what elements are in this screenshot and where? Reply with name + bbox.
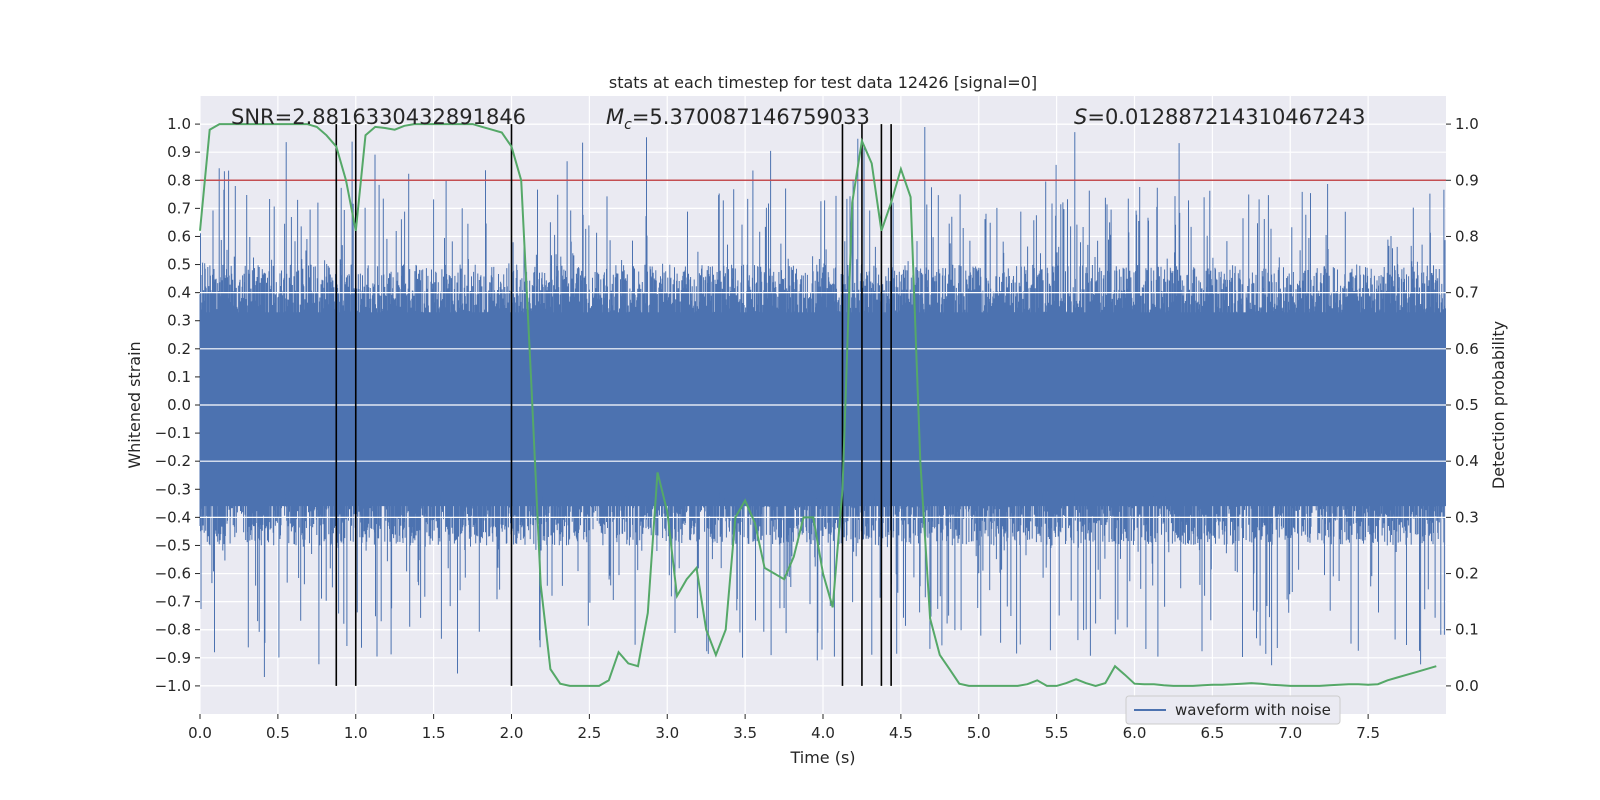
y-left-tick-label: 0.4 (167, 284, 191, 302)
y-right-axis-label: Detection probability (1489, 321, 1508, 489)
y-left-axis-label: Whitened strain (125, 341, 144, 468)
s-value: =0.012887214310467243 (1087, 105, 1365, 129)
y-right-tick-label: 0.0 (1455, 677, 1479, 695)
x-tick-label: 6.0 (1123, 724, 1147, 742)
x-tick-label: 5.5 (1045, 724, 1069, 742)
y-right-tick-label: 0.8 (1455, 227, 1479, 245)
mc-value: =5.370087146759033 (632, 105, 870, 129)
x-tick-label: 0.5 (266, 724, 290, 742)
y-left-tick-label: −0.5 (155, 536, 191, 554)
y-left-tick-label: −0.3 (155, 480, 191, 498)
x-tick-label: 4.5 (889, 724, 913, 742)
s-symbol: S (1074, 105, 1087, 129)
y-right-tick-label: 0.6 (1455, 340, 1479, 358)
y-left-axis-ticks: 1.0 0.9 0.8 0.7 0.6 0.5 0.4 0.3 0.2 0.1 0.0 −0.1 −0.… (155, 115, 200, 695)
y-left-tick-label: −0.1 (155, 424, 191, 442)
y-left-tick-label: 0.3 (167, 312, 191, 330)
y-right-tick-label: 0.9 (1455, 171, 1479, 189)
mc-subscript: c (624, 117, 632, 133)
y-left-tick-label: −0.6 (155, 565, 191, 583)
y-right-tick-label: 1.0 (1455, 115, 1479, 133)
x-tick-label: 1.0 (344, 724, 368, 742)
y-left-tick-label: 1.0 (167, 115, 191, 133)
x-tick-label: 3.5 (733, 724, 757, 742)
y-right-tick-label: 0.4 (1455, 452, 1479, 470)
snr-annotation: SNR=2.8816330432891846 (231, 105, 526, 129)
y-right-tick-label: 0.5 (1455, 396, 1479, 414)
x-tick-label: 2.0 (500, 724, 524, 742)
x-tick-label: 1.5 (422, 724, 446, 742)
x-tick-label: 7.5 (1356, 724, 1380, 742)
y-left-tick-label: −0.4 (155, 508, 191, 526)
legend: waveform with noise (1125, 695, 1341, 725)
y-left-tick-label: 0.1 (167, 368, 191, 386)
s-annotation: S=0.012887214310467243 (1074, 105, 1365, 129)
y-left-tick-label: −0.9 (155, 649, 191, 667)
vertical-lines (335, 124, 892, 686)
y-left-tick-label: 0.0 (167, 396, 191, 414)
mc-annotation: Mc=5.370087146759033 (606, 105, 870, 133)
x-tick-label: 2.5 (577, 724, 601, 742)
chart-title: stats at each timestep for test data 124… (609, 73, 1037, 92)
mc-symbol: M (606, 105, 624, 129)
y-right-tick-label: 0.1 (1455, 621, 1479, 639)
y-left-tick-label: 0.9 (167, 143, 191, 161)
y-left-tick-label: −1.0 (155, 677, 191, 695)
x-tick-label: 5.0 (967, 724, 991, 742)
y-left-tick-label: −0.2 (155, 452, 191, 470)
y-right-tick-label: 0.3 (1455, 508, 1479, 526)
y-left-tick-label: 0.7 (167, 199, 191, 217)
x-axis-ticks: 0.0 0.5 1.0 1.5 2.0 2.5 3.0 3.5 4.0 4.5 5.0 5.5 6.0 6… (188, 714, 1380, 742)
waveform-series (199, 127, 1446, 677)
y-right-tick-label: 0.2 (1455, 565, 1479, 583)
x-tick-label: 6.5 (1200, 724, 1224, 742)
detection-probability-line (199, 123, 1437, 687)
x-tick-label: 7.0 (1278, 724, 1302, 742)
x-tick-label: 0.0 (188, 724, 212, 742)
y-left-tick-label: 0.5 (167, 256, 191, 274)
y-left-tick-label: 0.2 (167, 340, 191, 358)
x-tick-label: 4.0 (811, 724, 835, 742)
x-tick-label: 3.0 (655, 724, 679, 742)
legend-box (1125, 695, 1341, 725)
y-left-tick-label: −0.8 (155, 621, 191, 639)
y-right-axis-ticks: 1.0 0.9 0.8 0.7 0.6 0.5 0.4 0.3 0.2 0.1 0.0 (1446, 115, 1479, 695)
y-left-tick-label: −0.7 (155, 593, 191, 611)
y-left-tick-label: 0.6 (167, 227, 191, 245)
legend-label: waveform with noise (1175, 701, 1331, 719)
waveform-trace (199, 127, 1446, 677)
y-left-tick-label: 0.8 (167, 171, 191, 189)
y-right-tick-label: 0.7 (1455, 284, 1479, 302)
x-axis-label: Time (s) (789, 748, 855, 767)
